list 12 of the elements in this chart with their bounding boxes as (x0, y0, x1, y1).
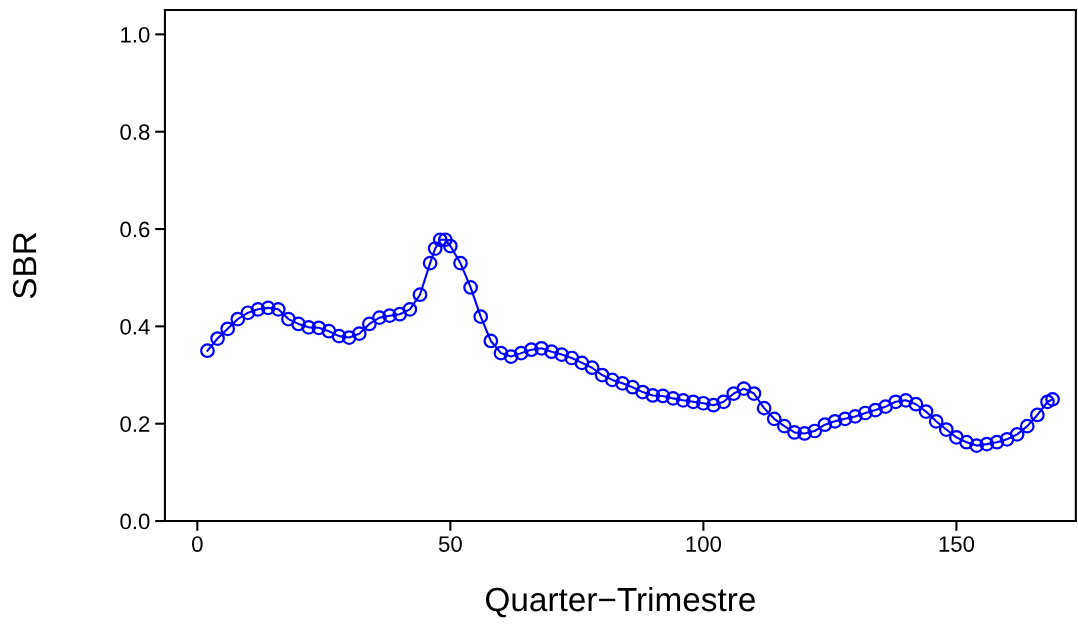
x-tick-label: 50 (438, 536, 462, 552)
y-tick-label: 0.2 (120, 416, 150, 432)
y-tick-label: 1.0 (121, 26, 150, 43)
y-tick-label: 0.8 (120, 124, 150, 140)
y-tick-label: 0.4 (120, 318, 150, 335)
y-axis-title: SBR (12, 232, 37, 299)
x-axis-title: Quarter−Trimestre (486, 586, 755, 618)
y-tick-label: 0.6 (120, 221, 150, 238)
x-tick-label: 0 (192, 536, 203, 552)
x-tick-label: 150 (939, 536, 975, 552)
x-tick-label: 100 (686, 536, 722, 552)
y-tick-label: 0.0 (120, 513, 150, 530)
